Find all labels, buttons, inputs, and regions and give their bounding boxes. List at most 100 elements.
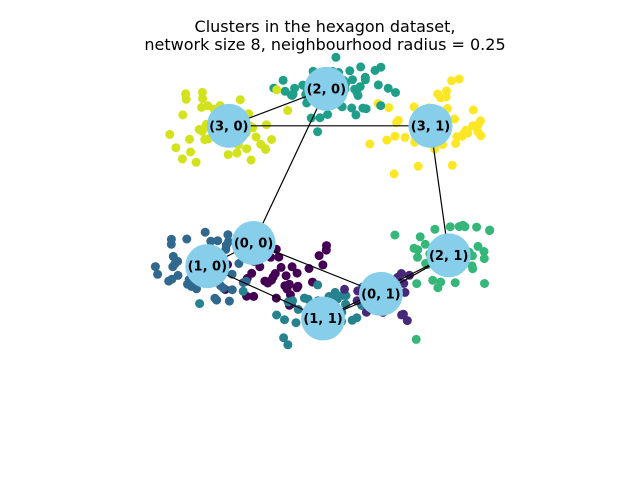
data-point-cluster-2 [283,340,293,350]
data-point-cluster-1 [183,279,192,289]
data-point-cluster-1 [206,236,216,246]
data-point-cluster-6 [358,103,368,113]
data-point-cluster-0 [281,271,291,281]
network-node: (3, 1) [408,103,453,148]
data-point-cluster-5 [400,132,410,142]
data-point-cluster-7 [171,143,181,153]
data-point-cluster-1 [192,284,201,294]
data-point-cluster-4 [413,245,423,255]
data-point-cluster-0 [271,293,281,303]
data-point-cluster-7 [283,106,293,115]
data-point-cluster-4 [428,275,438,285]
data-point-cluster-2 [293,304,303,314]
data-point-cluster-0 [249,291,259,301]
network-node-label: (0, 1) [361,287,400,302]
data-point-cluster-6 [350,84,360,94]
data-point-cluster-7 [272,85,282,95]
data-point-cluster-0 [268,272,278,282]
data-point-cluster-3 [396,269,406,278]
data-point-cluster-7 [165,129,175,139]
network-node-circle [231,221,276,265]
data-point-cluster-6 [360,72,370,82]
network-node-label: (1, 0) [188,260,227,275]
network-node-label: (2, 0) [307,82,346,97]
data-point-cluster-0 [287,262,297,272]
data-point-cluster-2 [280,315,289,325]
chart-title: Clusters in the hexagon dataset, network… [144,17,505,54]
data-point-cluster-3 [340,284,349,294]
data-point-cluster-7 [223,150,233,160]
data-point-cluster-1 [166,234,176,244]
data-point-cluster-3 [399,279,409,288]
network-node: (0, 1) [358,271,403,316]
data-point-cluster-6 [278,75,288,85]
network-node-label: (1, 1) [303,312,342,327]
data-point-cluster-2 [352,313,362,323]
data-point-cluster-0 [292,268,302,278]
data-point-cluster-1 [227,285,237,295]
data-point-cluster-7 [178,110,188,120]
data-point-cluster-2 [313,280,323,290]
data-point-cluster-7 [251,132,261,142]
data-point-cluster-4 [411,334,421,344]
network-node-label: (0, 0) [234,237,273,252]
network-node: (0, 0) [231,221,276,265]
data-point-cluster-4 [468,264,478,274]
data-point-cluster-6 [351,110,361,120]
data-point-cluster-7 [186,147,196,157]
data-point-cluster-0 [280,281,290,291]
data-point-cluster-6 [370,65,380,75]
network-node: (2, 1) [426,233,471,278]
network-nodes-layer: (0, 0) (1, 0) (1, 1) (0, 1) (2, 1) (3, 1) (2, … [185,66,471,341]
data-point-cluster-7 [242,144,252,154]
data-point-cluster-1 [150,262,160,272]
network-node-label: (3, 0) [209,119,248,134]
data-point-cluster-7 [185,134,194,144]
data-point-cluster-0 [292,283,302,293]
data-point-cluster-3 [398,309,408,319]
data-point-cluster-6 [313,127,323,137]
data-point-cluster-5 [365,139,375,149]
data-point-cluster-7 [200,135,210,145]
data-point-cluster-6 [323,110,333,119]
data-point-cluster-7 [197,126,207,136]
data-point-cluster-4 [433,283,443,293]
data-point-cluster-5 [384,103,394,113]
data-point-cluster-7 [177,154,187,164]
data-point-cluster-4 [480,279,489,288]
data-point-cluster-4 [479,247,489,256]
data-point-cluster-6 [348,75,357,85]
data-point-cluster-0 [322,241,331,251]
network-node: (3, 0) [206,103,251,148]
network-node: (1, 1) [301,296,346,341]
data-point-cluster-7 [256,139,266,149]
data-point-cluster-5 [393,115,403,125]
network-node-circle [301,296,346,341]
network-node: (2, 0) [304,66,349,111]
data-point-cluster-1 [212,295,222,305]
data-point-cluster-7 [197,87,207,97]
data-point-cluster-5 [454,74,464,84]
data-point-cluster-5 [468,105,478,115]
data-point-cluster-6 [373,80,383,90]
data-point-cluster-2 [238,286,248,296]
data-point-cluster-4 [473,241,483,251]
data-point-cluster-5 [452,132,462,142]
data-point-cluster-1 [173,256,183,266]
data-point-cluster-6 [345,66,355,76]
network-node-circle [304,66,349,111]
data-point-cluster-1 [224,296,234,306]
data-point-cluster-5 [390,131,400,141]
data-point-cluster-6 [391,88,400,97]
data-point-cluster-4 [420,239,430,249]
network-node-circle [185,244,230,289]
data-point-cluster-5 [442,86,451,96]
data-point-cluster-0 [314,251,324,261]
data-point-cluster-7 [262,120,271,130]
data-point-cluster-5 [473,120,483,130]
data-point-cluster-6 [331,52,341,62]
data-point-cluster-4 [445,222,455,232]
data-point-cluster-5 [382,135,392,145]
data-point-cluster-1 [173,270,183,280]
